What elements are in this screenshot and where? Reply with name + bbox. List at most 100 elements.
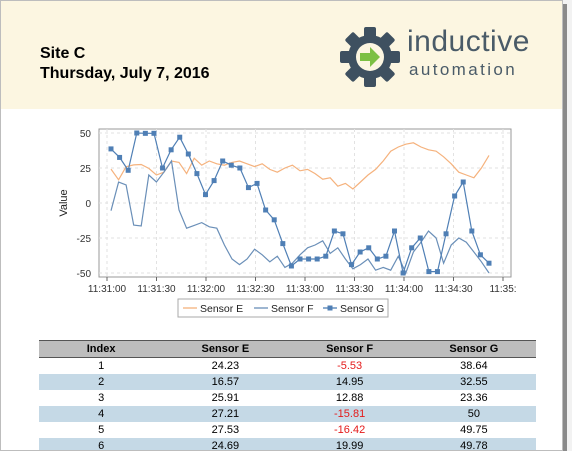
report-header: Site C Thursday, July 7, 2016 inductive … <box>1 1 562 109</box>
col-sensor-g-header: Sensor G <box>411 340 536 358</box>
data-point <box>443 231 449 237</box>
cell-sensor-f: 12.88 <box>335 392 364 404</box>
cell-sensor-f: 14.95 <box>287 374 412 390</box>
data-point <box>452 193 458 199</box>
data-point <box>383 253 389 259</box>
cell-index: 6 <box>39 438 164 450</box>
cell-sensor-g: 49.75 <box>460 424 488 436</box>
col-sensor-f-header: Sensor F <box>287 340 412 358</box>
cell-sensor-f: -16.42 <box>334 424 366 436</box>
data-point <box>168 147 174 153</box>
chart-legend: Sensor E Sensor F Sensor G <box>177 298 389 318</box>
arrow-icon <box>360 47 380 67</box>
cell-sensor-e: 24.23 <box>211 360 240 372</box>
data-point <box>297 256 303 262</box>
data-point <box>263 207 269 213</box>
x-tick-label: 11:31:30 <box>137 284 176 295</box>
legend-item-sensor-e: Sensor E <box>183 303 243 315</box>
x-tick-label: 11:35: <box>489 284 516 295</box>
data-point <box>280 241 286 247</box>
data-point <box>323 253 329 259</box>
logo-text-automation: automation <box>409 60 518 79</box>
legend-label: Sensor G <box>340 303 384 315</box>
data-point <box>185 151 191 157</box>
cell-sensor-e: 16.57 <box>163 374 288 390</box>
table-row: 5 27.53 -16.42 49.75 <box>39 422 536 438</box>
y-tick-label: 25 <box>80 164 92 175</box>
legend-label: Sensor F <box>271 303 314 315</box>
cell-sensor-e: 24.69 <box>163 438 288 450</box>
data-point <box>125 167 131 173</box>
x-tick-label: 11:34:30 <box>434 284 473 295</box>
data-point <box>117 154 123 160</box>
table-row: 3 25.91 12.88 23.36 <box>39 390 536 406</box>
x-tick-label: 11:31:00 <box>88 284 127 295</box>
col-index-header: Index <box>39 340 164 358</box>
gear-icon <box>340 27 400 87</box>
data-point <box>245 185 251 191</box>
data-point <box>477 252 483 258</box>
cell-sensor-e: 27.21 <box>163 406 288 422</box>
cell-sensor-g: 50 <box>411 406 536 422</box>
data-point <box>151 130 157 136</box>
data-point <box>434 269 440 275</box>
data-point <box>271 217 277 223</box>
cell-sensor-e: 25.91 <box>211 392 240 404</box>
cell-sensor-e: 27.53 <box>211 424 240 436</box>
col-sensor-e-header: Sensor E <box>163 340 288 358</box>
data-point <box>486 260 492 266</box>
legend-item-sensor-f: Sensor F <box>254 303 314 315</box>
data-point <box>177 134 183 140</box>
data-point <box>254 180 260 186</box>
sensor-table: Index Sensor E Sensor F Sensor G 1 24.23 -… <box>39 340 536 450</box>
data-point <box>331 228 337 234</box>
data-point <box>288 263 294 269</box>
data-point <box>349 262 355 268</box>
data-point <box>426 269 432 275</box>
sensor-chart: 50 25 0 -25 -50 11:31:00 11:31:30 11:32:00 11:32… <box>58 128 517 318</box>
cell-sensor-f: -15.81 <box>287 406 412 422</box>
data-point <box>108 146 114 152</box>
x-tick-label: 11:34:00 <box>385 284 424 295</box>
cell-index: 5 <box>98 424 105 436</box>
y-tick-label: 0 <box>85 199 91 210</box>
y-tick-label: -25 <box>77 234 92 245</box>
data-point <box>194 171 200 177</box>
cell-index: 3 <box>98 392 105 404</box>
data-point <box>314 256 320 262</box>
data-point <box>400 270 406 276</box>
y-tick-label: 50 <box>80 129 92 140</box>
data-point <box>306 256 312 262</box>
y-tick-label: -50 <box>77 269 92 280</box>
data-point <box>228 162 234 168</box>
cell-index: 4 <box>39 406 164 422</box>
cell-sensor-f: 19.99 <box>287 438 412 450</box>
cell-sensor-g: 49.78 <box>411 438 536 450</box>
data-point <box>417 235 423 241</box>
logo-text-inductive: inductive <box>407 25 530 58</box>
data-point <box>469 228 475 234</box>
data-point <box>392 228 397 234</box>
data-point <box>203 192 208 198</box>
table-row: 2 16.57 14.95 32.55 <box>39 374 536 390</box>
x-tick-label: 11:33:00 <box>286 284 325 295</box>
table-row: 6 24.69 19.99 49.78 <box>39 438 536 450</box>
y-axis-label: Value <box>58 189 70 216</box>
table-header-row: Index Sensor E Sensor F Sensor G <box>39 340 536 358</box>
data-point <box>160 165 166 171</box>
data-point <box>340 231 346 237</box>
data-point <box>211 178 217 184</box>
cell-sensor-f: -5.53 <box>337 360 363 372</box>
data-point <box>366 245 372 251</box>
data-point <box>357 249 363 255</box>
cell-sensor-g: 32.55 <box>411 374 536 390</box>
cell-index: 2 <box>39 374 164 390</box>
data-point <box>220 158 226 164</box>
series-line-sensor-f <box>110 159 490 275</box>
data-point <box>409 245 415 251</box>
table-row: 4 27.21 -15.81 50 <box>39 406 536 422</box>
site-title: Site C <box>40 45 86 62</box>
report-date: Thursday, July 7, 2016 <box>40 65 210 82</box>
data-point <box>134 130 140 136</box>
